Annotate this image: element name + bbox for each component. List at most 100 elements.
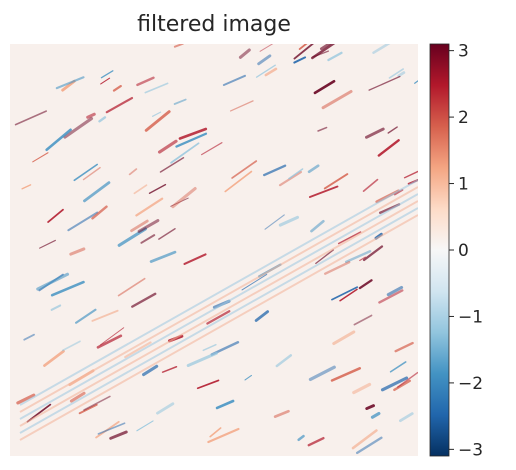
texture-streak xyxy=(55,76,85,90)
texture-streak xyxy=(403,170,418,179)
texture-streak xyxy=(241,273,268,291)
texture-streak xyxy=(386,285,404,297)
texture-streak xyxy=(144,82,169,94)
texture-streak xyxy=(397,71,406,78)
texture-band xyxy=(19,200,418,427)
texture-streak xyxy=(331,286,359,301)
texture-streak xyxy=(39,239,56,249)
texture-streak xyxy=(133,184,148,195)
texture-streak xyxy=(142,364,159,377)
texture-streak xyxy=(117,227,147,247)
texture-streak xyxy=(105,96,134,114)
texture-streak xyxy=(293,44,314,60)
texture-streak xyxy=(313,79,336,95)
texture-streak xyxy=(109,430,128,440)
texture-streak xyxy=(244,374,253,381)
texture-streak xyxy=(140,234,156,244)
texture-streak xyxy=(96,334,123,349)
texture-streak xyxy=(83,181,111,203)
colorbar-tick-label: 1 xyxy=(458,175,469,195)
texture-streak xyxy=(394,341,414,353)
texture-streak xyxy=(99,327,125,346)
texture-streak xyxy=(372,44,391,54)
texture-streak xyxy=(67,211,99,232)
texture-streak xyxy=(362,178,379,192)
texture-streak xyxy=(69,247,86,256)
texture-streak xyxy=(78,403,98,415)
texture-streak xyxy=(157,139,178,154)
texture-streak xyxy=(91,205,108,220)
heatmap-texture xyxy=(10,44,418,456)
texture-streak xyxy=(130,219,149,233)
texture-streak xyxy=(170,197,189,207)
colorbar-tick-label: 3 xyxy=(458,42,469,62)
texture-streak xyxy=(91,309,119,322)
diagonal-streaks xyxy=(14,44,418,455)
texture-streak xyxy=(224,170,253,193)
texture-streak xyxy=(393,379,411,392)
texture-streak xyxy=(229,100,254,112)
texture-streak xyxy=(82,166,101,181)
texture-streak xyxy=(100,70,114,79)
texture-streak xyxy=(362,245,384,262)
texture-streak xyxy=(206,310,231,325)
texture-streak xyxy=(397,371,418,388)
texture-streak xyxy=(161,366,178,373)
colorbar-tick-label: −2 xyxy=(458,374,483,394)
texture-streak xyxy=(332,330,356,346)
texture-streak xyxy=(171,186,197,209)
texture-streak xyxy=(275,354,293,368)
colorbar xyxy=(429,43,450,457)
texture-streak xyxy=(339,288,358,302)
texture-streak xyxy=(209,427,222,438)
texture-streak xyxy=(222,74,246,86)
texture-streak xyxy=(36,272,70,291)
texture-streak xyxy=(100,77,111,85)
texture-streak xyxy=(173,98,187,105)
heatmap-plot xyxy=(10,44,418,456)
texture-streak xyxy=(311,44,336,60)
texture-streak xyxy=(264,214,285,230)
texture-streak xyxy=(351,429,378,450)
texture-streak xyxy=(327,51,343,62)
texture-streak xyxy=(156,402,175,415)
texture-streak xyxy=(359,256,366,262)
texture-streak xyxy=(175,132,208,148)
texture-band xyxy=(19,193,418,420)
texture-streak xyxy=(149,250,177,263)
texture-streak xyxy=(317,126,328,132)
texture-streak xyxy=(69,391,86,403)
texture-streak xyxy=(170,142,200,164)
texture-streak xyxy=(324,261,351,275)
texture-streak xyxy=(178,127,208,140)
colorbar-tick-label: 0 xyxy=(458,241,469,261)
texture-streak xyxy=(186,351,218,367)
texture-streak xyxy=(45,128,72,152)
texture-streak xyxy=(398,412,414,423)
texture-streak xyxy=(264,67,278,77)
texture-streak xyxy=(307,164,320,174)
texture-streak xyxy=(365,404,375,411)
texture-band xyxy=(19,214,418,441)
colorbar-tick-label: −1 xyxy=(458,307,483,327)
texture-streak xyxy=(173,44,184,48)
texture-streak xyxy=(183,253,207,265)
texture-band xyxy=(19,207,418,434)
texture-streak xyxy=(358,279,373,290)
texture-streak xyxy=(83,395,111,411)
texture-streak xyxy=(257,54,272,66)
texture-streak xyxy=(263,164,287,177)
texture-overlay xyxy=(10,44,418,456)
texture-streak xyxy=(337,231,362,245)
texture-streak xyxy=(355,436,383,455)
texture-streak xyxy=(43,349,65,367)
texture-streak xyxy=(32,152,49,163)
texture-streak xyxy=(148,183,167,194)
texture-streak xyxy=(259,44,274,52)
texture-streak xyxy=(238,48,251,59)
texture-streak xyxy=(297,434,305,442)
texture-streak xyxy=(308,185,339,198)
texture-streak xyxy=(152,111,162,117)
texture-streak xyxy=(393,188,404,196)
